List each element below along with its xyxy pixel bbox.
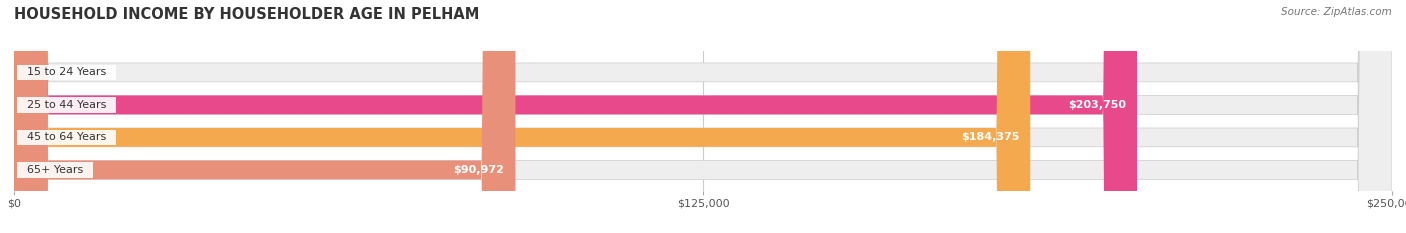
FancyBboxPatch shape xyxy=(14,0,1392,233)
FancyBboxPatch shape xyxy=(14,0,1392,233)
Text: $203,750: $203,750 xyxy=(1069,100,1126,110)
Text: Source: ZipAtlas.com: Source: ZipAtlas.com xyxy=(1281,7,1392,17)
Text: 65+ Years: 65+ Years xyxy=(20,165,90,175)
Text: 25 to 44 Years: 25 to 44 Years xyxy=(20,100,112,110)
Text: HOUSEHOLD INCOME BY HOUSEHOLDER AGE IN PELHAM: HOUSEHOLD INCOME BY HOUSEHOLDER AGE IN P… xyxy=(14,7,479,22)
Text: $0: $0 xyxy=(31,67,45,77)
FancyBboxPatch shape xyxy=(14,0,1392,233)
Text: 45 to 64 Years: 45 to 64 Years xyxy=(20,132,112,142)
Text: 15 to 24 Years: 15 to 24 Years xyxy=(20,67,112,77)
FancyBboxPatch shape xyxy=(14,0,1137,233)
Text: $90,972: $90,972 xyxy=(454,165,505,175)
Text: $184,375: $184,375 xyxy=(960,132,1019,142)
FancyBboxPatch shape xyxy=(14,0,1031,233)
FancyBboxPatch shape xyxy=(14,0,1392,233)
FancyBboxPatch shape xyxy=(14,0,516,233)
